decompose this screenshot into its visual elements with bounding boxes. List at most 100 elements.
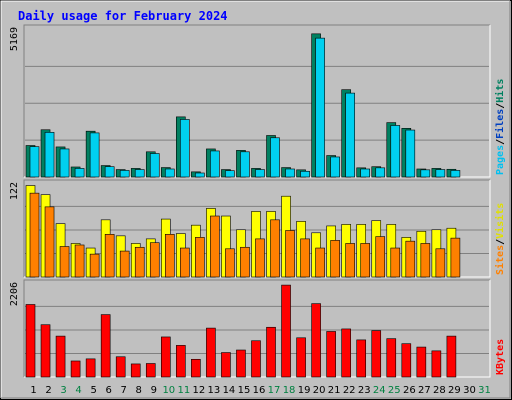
x-tick-label: 22	[343, 385, 356, 396]
bar-sites	[330, 240, 340, 278]
bar-files	[405, 129, 416, 178]
bar-kbytes	[40, 324, 51, 378]
bar-sites	[89, 253, 100, 278]
bar-kbytes	[115, 356, 126, 378]
bar-sites	[210, 215, 220, 278]
bar-files	[210, 150, 220, 178]
x-tick-label: 30	[463, 385, 476, 396]
legend-entry: Hits	[494, 79, 506, 103]
bar-files	[104, 166, 115, 178]
legend-separator: /	[495, 139, 506, 145]
bar-kbytes	[100, 314, 111, 378]
x-tick-label: 24	[373, 385, 386, 396]
bar-kbytes	[251, 340, 261, 378]
bar-kbytes	[371, 330, 382, 378]
bar-kbytes	[176, 345, 186, 378]
x-tick-label: 14	[223, 385, 236, 396]
bar-sites	[180, 247, 190, 278]
bar-files	[119, 170, 130, 178]
bar-kbytes	[401, 343, 412, 378]
right-legend-label: Sites/Visits	[494, 203, 506, 275]
x-tick-label: 4	[75, 385, 81, 396]
bar-files	[420, 169, 431, 178]
x-tick-label: 15	[238, 385, 251, 396]
x-tick-label: 7	[121, 385, 127, 396]
x-tick-label: 31	[478, 385, 491, 396]
x-axis-day-labels: 1 2 3 4 5 6 7 8 9 10 11 12 13 14 15 16 17 18 19 20 21 22 23 24 2…	[30, 385, 491, 396]
bar-files	[164, 168, 175, 178]
x-tick-label: 5	[90, 385, 96, 396]
bar-files	[29, 146, 40, 178]
x-tick-label: 23	[358, 385, 371, 396]
x-tick-label: 8	[136, 385, 142, 396]
bar-kbytes	[160, 336, 171, 378]
bar-sites	[285, 230, 295, 278]
x-tick-label: 9	[151, 385, 157, 396]
bar-kbytes	[446, 335, 457, 378]
legend-separator: /	[495, 239, 506, 245]
bar-kbytes	[85, 358, 96, 378]
x-tick-label: 3	[60, 385, 66, 396]
bar-files	[149, 153, 160, 178]
bar-sites	[450, 237, 461, 278]
x-tick-label: 19	[298, 385, 311, 396]
legend-entry: Sites	[494, 245, 506, 275]
x-tick-label: 1	[30, 385, 36, 396]
bar-files	[435, 169, 446, 178]
x-tick-label: 29	[448, 385, 461, 396]
x-tick-label: 25	[388, 385, 401, 396]
x-tick-label: 21	[328, 385, 341, 396]
bar-kbytes	[130, 363, 141, 378]
bar-sites	[134, 246, 145, 278]
bar-files	[375, 167, 386, 178]
bar-files	[195, 172, 205, 178]
bar-sites	[345, 243, 355, 278]
bar-sites	[59, 246, 70, 278]
bar-sites	[390, 247, 401, 278]
x-tick-label: 10	[162, 385, 175, 396]
x-tick-label: 17	[268, 385, 281, 396]
legend-separator: /	[495, 103, 506, 109]
bar-files	[300, 170, 310, 178]
bar-sites	[44, 206, 55, 278]
y-max-label: 122	[9, 182, 20, 200]
bar-kbytes	[296, 337, 306, 378]
bar-files	[59, 148, 70, 178]
x-tick-label: 13	[208, 385, 221, 396]
bar-kbytes	[326, 331, 336, 378]
bar-files	[330, 156, 340, 178]
bar-sites	[149, 242, 160, 278]
bar-files	[285, 168, 295, 178]
panel-frame-shadow	[23, 279, 490, 377]
bar-sites	[195, 237, 205, 278]
panel-visits_sites: 122 Sites/Visits	[9, 179, 506, 278]
bar-kbytes	[431, 350, 442, 378]
bar-sites	[315, 247, 325, 278]
bar-kbytes	[55, 335, 66, 378]
chart-title: Daily usage for February 2024	[18, 9, 228, 23]
bar-files	[315, 37, 325, 178]
x-tick-label: 12	[193, 385, 206, 396]
panel-frame-shadow	[23, 179, 490, 277]
x-tick-label: 6	[105, 385, 111, 396]
x-tick-label: 27	[418, 385, 431, 396]
x-tick-label: 26	[403, 385, 416, 396]
bar-kbytes	[70, 360, 81, 378]
panel-kbytes: 2206 KBytes	[9, 279, 506, 378]
bar-sites	[300, 238, 310, 278]
bar-sites	[104, 234, 115, 278]
legend-entry: Pages	[495, 145, 506, 175]
bar-kbytes	[356, 339, 367, 378]
bar-kbytes	[341, 328, 351, 378]
right-legend-label: KBytes	[495, 339, 506, 375]
bar-sites	[270, 219, 280, 278]
bar-kbytes	[206, 327, 216, 378]
x-tick-label: 11	[177, 385, 190, 396]
legend-entry: Visits	[494, 203, 506, 239]
bar-sites	[240, 246, 250, 278]
bar-files	[180, 119, 190, 178]
legend-entry: KBytes	[495, 339, 506, 375]
bar-kbytes	[266, 326, 276, 378]
